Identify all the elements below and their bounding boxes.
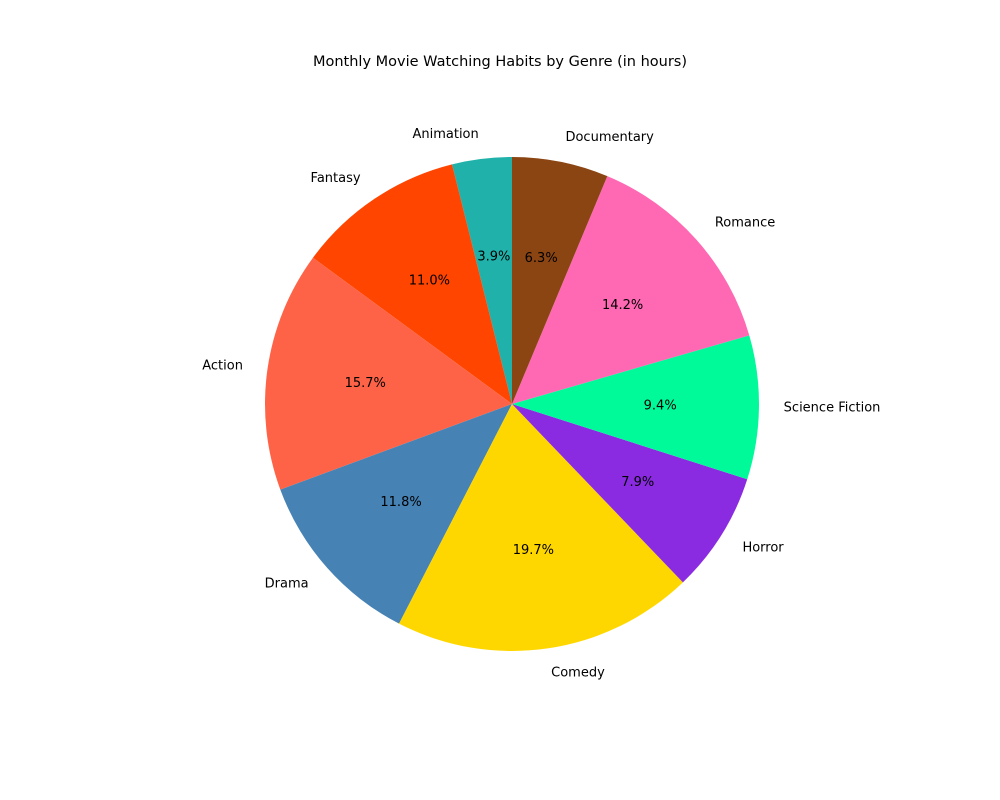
pie-category-label: Action [202,359,243,374]
pie-category-label: Romance [715,216,775,231]
pie-slice-action [265,257,512,490]
pie-slice-animation [452,157,512,404]
pie-percent-label: 9.4% [644,399,677,414]
pie-percent-label: 19.7% [513,543,554,558]
pie-slices [265,157,759,651]
pie-category-label: Comedy [551,665,605,680]
pie-category-label: Animation [412,127,478,142]
pie-category-label: Horror [742,540,784,555]
pie-percent-label: 6.3% [525,251,558,266]
pie-percent-labels: 3.9% 11.0% 15.7% 11.8% 19.7% 7.9% 9.4% 14.2% 6.3… [345,249,677,558]
pie-slice-science-fiction [512,335,759,480]
pie-percent-label: 7.9% [621,475,654,490]
pie-percent-label: 15.7% [345,376,386,391]
pie-percent-label: 11.8% [380,495,421,510]
pie-category-label: Science Fiction [784,400,881,415]
pie-slice-romance [512,176,750,404]
pie-category-label: Documentary [565,130,654,145]
pie-slice-fantasy [312,164,512,404]
pie-category-label: Fantasy [311,171,361,186]
pie-category-label: Drama [265,577,309,592]
pie-category-labels: Animation Fantasy Action Drama Comedy Horror S… [202,127,880,681]
pie-slice-drama [280,404,512,624]
chart-title: Monthly Movie Watching Habits by Genre (… [312,54,688,70]
pie-slice-horror [512,404,748,583]
pie-percent-label: 11.0% [409,273,450,288]
pie-slice-comedy [399,404,683,651]
pie-percent-label: 3.9% [477,249,510,264]
pie-slice-documentary [512,157,608,404]
pie-percent-label: 14.2% [602,298,643,313]
